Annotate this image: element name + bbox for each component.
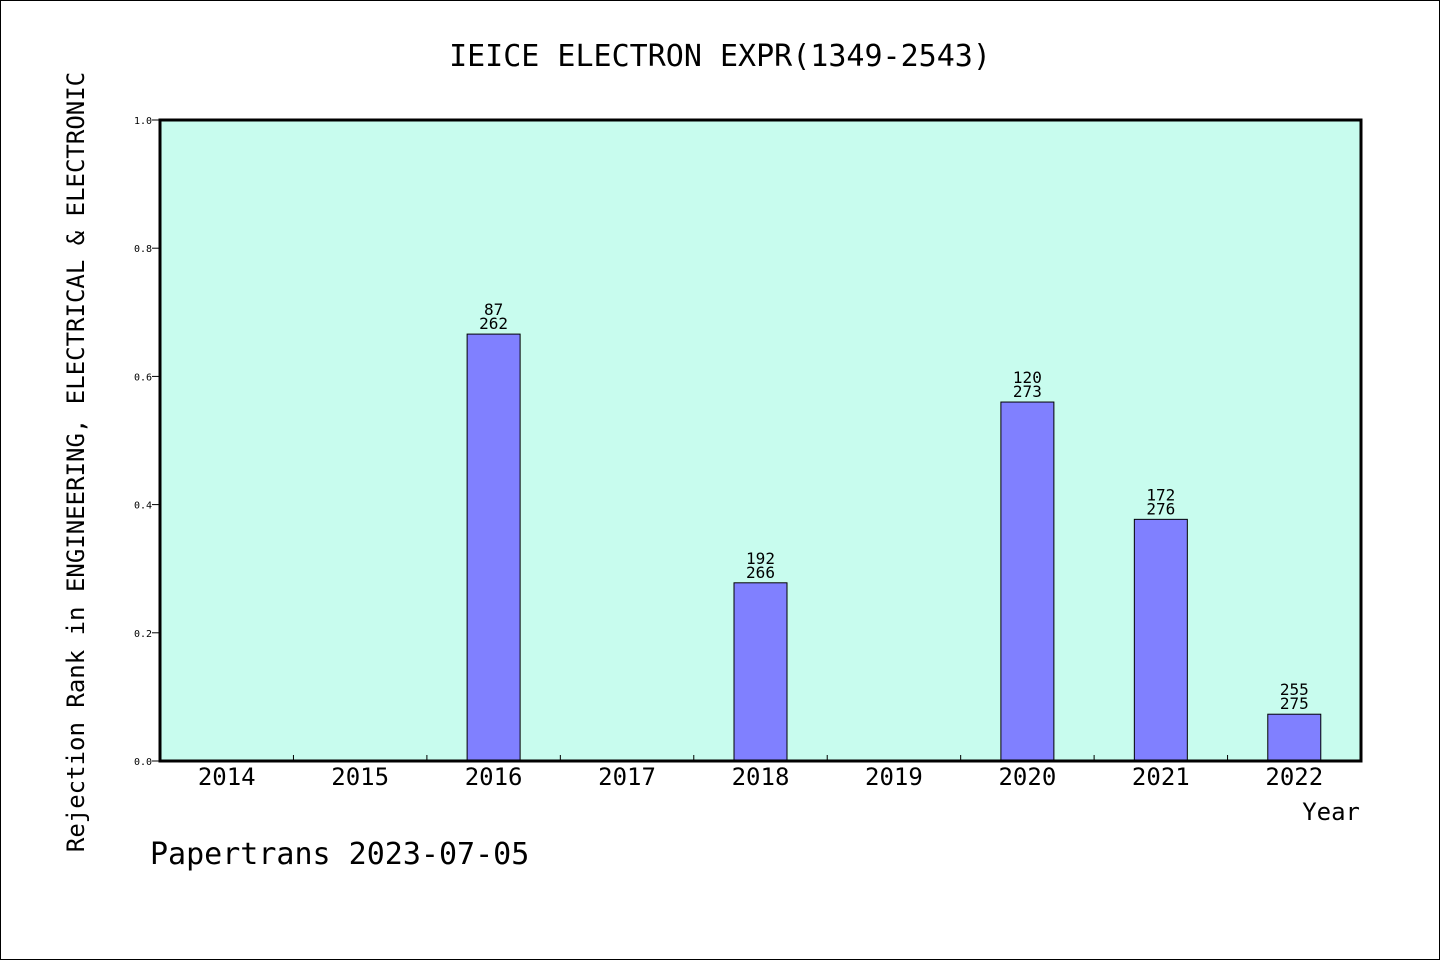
bar-label-top: 255 [1280, 680, 1309, 699]
y-tick-label: 0.6 [134, 372, 152, 383]
bar-label-bottom: 273 [1013, 382, 1042, 401]
y-tick-label: 0.2 [134, 629, 152, 640]
x-tick-label: 2014 [198, 763, 256, 791]
footer-credit: Papertrans 2023-07-05 [150, 837, 529, 872]
y-tick-label: 0.8 [134, 244, 152, 255]
x-tick-label: 2020 [998, 763, 1056, 791]
bar-2022 [1267, 713, 1322, 762]
bar-label-top: 192 [746, 549, 775, 568]
bar-2021 [1133, 518, 1188, 762]
bar-label-top: 120 [1013, 368, 1042, 387]
bar-label-bottom: 276 [1146, 499, 1175, 518]
x-tick-label: 2021 [1132, 763, 1190, 791]
x-tick-label: 2022 [1265, 763, 1323, 791]
y-tick-label: 1.0 [134, 116, 152, 127]
x-tick-label: 2018 [732, 763, 790, 791]
y-axis-label: Rejection Rank in ENGINEERING, ELECTRICA… [62, 72, 90, 852]
x-tick-label: 2017 [598, 763, 656, 791]
bar-label-bottom: 262 [479, 314, 508, 333]
y-tick-label: 0.0 [134, 757, 152, 768]
bar-2018 [733, 582, 788, 762]
bar-label-bottom: 275 [1280, 694, 1309, 713]
bar-label-top: 87 [484, 300, 503, 319]
x-tick-label: 2016 [465, 763, 523, 791]
x-axis-label: Year [1302, 798, 1360, 826]
bar-2016 [466, 333, 521, 762]
x-tick-label: 2019 [865, 763, 923, 791]
chart-title: IEICE ELECTRON EXPR(1349-2543) [449, 39, 991, 74]
bar-label-top: 172 [1146, 485, 1175, 504]
bar-label-bottom: 266 [746, 563, 775, 582]
bar-2020 [1000, 401, 1055, 762]
plot-border [158, 118, 1363, 763]
x-tick-label: 2015 [331, 763, 389, 791]
y-tick-label: 0.4 [134, 501, 152, 512]
